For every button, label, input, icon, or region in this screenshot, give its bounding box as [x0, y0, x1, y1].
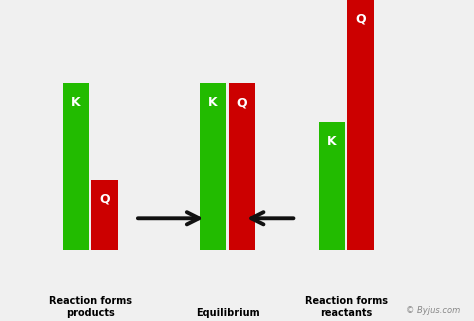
Text: Equilibrium: Equilibrium: [196, 308, 259, 318]
Text: K: K: [71, 96, 81, 109]
Text: © Byjus.com: © Byjus.com: [406, 306, 460, 315]
Text: Q: Q: [99, 193, 110, 205]
Text: Q: Q: [237, 96, 247, 109]
Text: K: K: [327, 135, 337, 148]
Text: Reaction forms
products: Reaction forms products: [48, 296, 132, 318]
Bar: [63, 83, 89, 250]
Bar: [91, 180, 118, 250]
Text: K: K: [208, 96, 218, 109]
Bar: [319, 122, 345, 250]
Text: Q: Q: [355, 13, 366, 26]
Text: Reaction forms
reactants: Reaction forms reactants: [304, 296, 388, 318]
Bar: [200, 83, 226, 250]
Bar: [229, 83, 255, 250]
Bar: [347, 0, 374, 250]
